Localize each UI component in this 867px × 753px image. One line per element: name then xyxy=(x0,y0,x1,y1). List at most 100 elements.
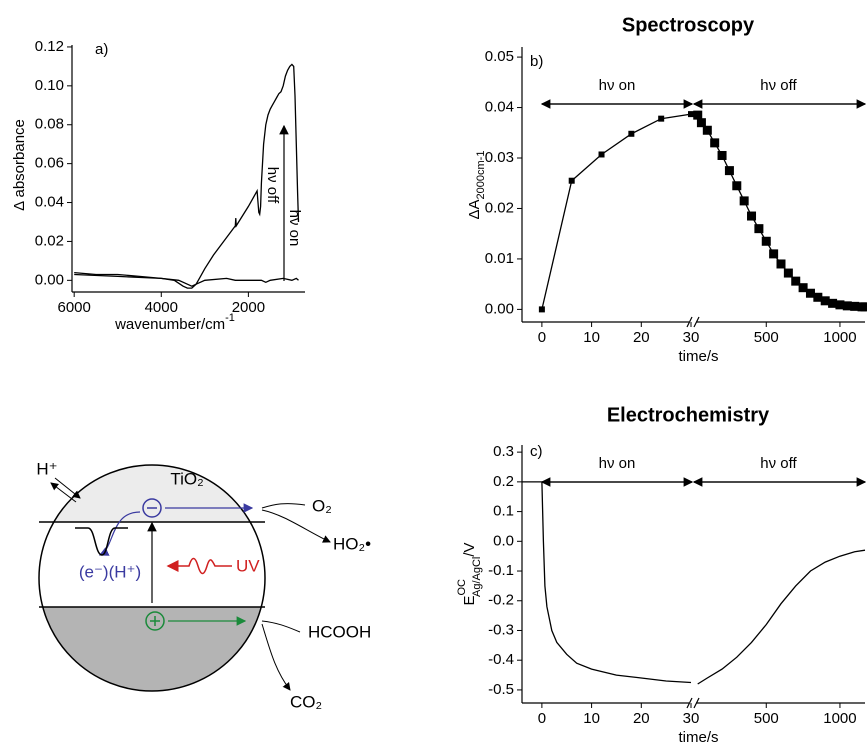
data-point xyxy=(717,150,727,160)
y-tick-label: 0.3 xyxy=(493,443,514,460)
x-tick-label: 500 xyxy=(754,710,779,727)
data-point xyxy=(828,298,838,308)
particle xyxy=(38,464,266,692)
annotation: hν off xyxy=(264,167,281,204)
annotation: hν off xyxy=(760,77,797,94)
x-axis-label-sup: -1 xyxy=(225,312,235,324)
x-tick-label: 500 xyxy=(754,329,779,346)
x-tick-label: 20 xyxy=(633,329,650,346)
series-line xyxy=(74,63,300,289)
data-point xyxy=(761,236,771,246)
diagram: TiO₂ H⁺ O₂ HO₂• (e⁻)(H⁺) UV HCOOH CO₂ xyxy=(36,459,371,711)
data-point xyxy=(598,151,605,158)
y-tick-label: -0.5 xyxy=(488,681,514,698)
uv-label: UV xyxy=(236,556,260,575)
x-tick-label: 6000 xyxy=(57,299,90,316)
data-point xyxy=(724,166,734,176)
co2-label: CO₂ xyxy=(290,692,322,711)
y-axis-label: EOC Ag/AgCl/V xyxy=(456,542,483,605)
axis-break xyxy=(686,316,693,328)
annotation: hν off xyxy=(760,455,797,472)
data-point xyxy=(798,283,808,293)
data-point xyxy=(747,211,757,221)
series-line xyxy=(541,113,692,310)
data-point xyxy=(710,138,720,148)
y-tick-label: -0.4 xyxy=(488,651,514,668)
axis-break xyxy=(686,697,693,709)
axis-break xyxy=(693,697,700,709)
data-point xyxy=(702,125,712,135)
axis-break xyxy=(693,316,700,328)
y-tick-label: 0.2 xyxy=(493,473,514,490)
y-tick-label: -0.2 xyxy=(488,592,514,609)
y-axis-label-tail: /V xyxy=(461,542,478,556)
y-tick-label: 0.05 xyxy=(485,48,514,65)
x-tick-label: 30 xyxy=(683,710,700,727)
y-axis-label-main: E xyxy=(461,596,478,606)
panel-label: b) xyxy=(530,53,543,70)
ho2-label: HO₂• xyxy=(333,534,371,553)
y-tick-label: 0.0 xyxy=(493,532,514,549)
chart-title: Spectroscopy xyxy=(622,14,755,36)
x-tick-label: 2000 xyxy=(232,299,265,316)
series-line xyxy=(697,549,866,685)
x-tick-label: 20 xyxy=(633,710,650,727)
annotation: hν on xyxy=(599,77,636,94)
y-tick-label: 0.08 xyxy=(35,116,64,133)
uv-light xyxy=(166,557,232,575)
data-point xyxy=(568,177,575,184)
data-point xyxy=(754,224,764,234)
hcooh-arrow xyxy=(261,620,301,633)
y-axis-label-sub: 2000cm-1 xyxy=(475,151,487,200)
x-axis-label: time/s xyxy=(678,348,718,365)
y-tick-label: -0.3 xyxy=(488,621,514,638)
x-tick-label: 0 xyxy=(538,710,546,727)
o2-label: O₂ xyxy=(312,496,332,515)
trapped-label: (e⁻)(H⁺) xyxy=(79,562,141,581)
trap-state xyxy=(75,527,128,556)
y-axis-label-sub: Ag/AgCl xyxy=(471,557,483,597)
data-point xyxy=(538,306,545,313)
annotation: hν on xyxy=(286,210,303,247)
annotation: hν on xyxy=(599,455,636,472)
y-tick-label: 0.1 xyxy=(493,503,514,520)
x-tick-label: 0 xyxy=(538,329,546,346)
data-point xyxy=(842,301,852,311)
hcooh-label: HCOOH xyxy=(308,622,371,641)
data-point xyxy=(813,292,823,302)
y-tick-label: 0.06 xyxy=(35,155,64,172)
data-point xyxy=(696,118,706,128)
data-point xyxy=(783,268,793,278)
proton-arrow xyxy=(50,482,77,503)
series-line xyxy=(697,114,865,308)
data-point xyxy=(835,300,845,310)
panel-label: c) xyxy=(530,443,543,460)
y-tick-label: 0.04 xyxy=(485,99,514,116)
y-tick-label: 0.12 xyxy=(35,38,64,55)
data-point xyxy=(688,111,694,118)
panel-label: a) xyxy=(95,41,108,58)
data-point xyxy=(776,259,786,269)
data-point xyxy=(693,110,703,120)
x-axis-label: wavenumber/cm-1 xyxy=(114,312,235,333)
chart-title: Electrochemistry xyxy=(607,404,770,426)
x-tick-label: 30 xyxy=(683,329,700,346)
y-tick-label: 0.03 xyxy=(485,149,514,166)
y-tick-label: 0.10 xyxy=(35,77,64,94)
x-tick-label: 4000 xyxy=(145,299,178,316)
data-point xyxy=(791,276,801,286)
y-tick-label: 0.02 xyxy=(485,199,514,216)
x-tick-label: 10 xyxy=(583,710,600,727)
co2-arrow xyxy=(261,623,291,691)
data-point xyxy=(805,288,815,298)
x-tick-label: 10 xyxy=(583,329,600,346)
y-tick-label: 0.00 xyxy=(485,300,514,317)
hole xyxy=(145,611,165,631)
o2-arrow xyxy=(261,503,306,509)
data-point xyxy=(850,301,860,311)
series-line xyxy=(522,481,692,684)
x-axis-label-main: wavenumber/cm xyxy=(114,316,225,333)
x-tick-label: 1000 xyxy=(823,329,856,346)
